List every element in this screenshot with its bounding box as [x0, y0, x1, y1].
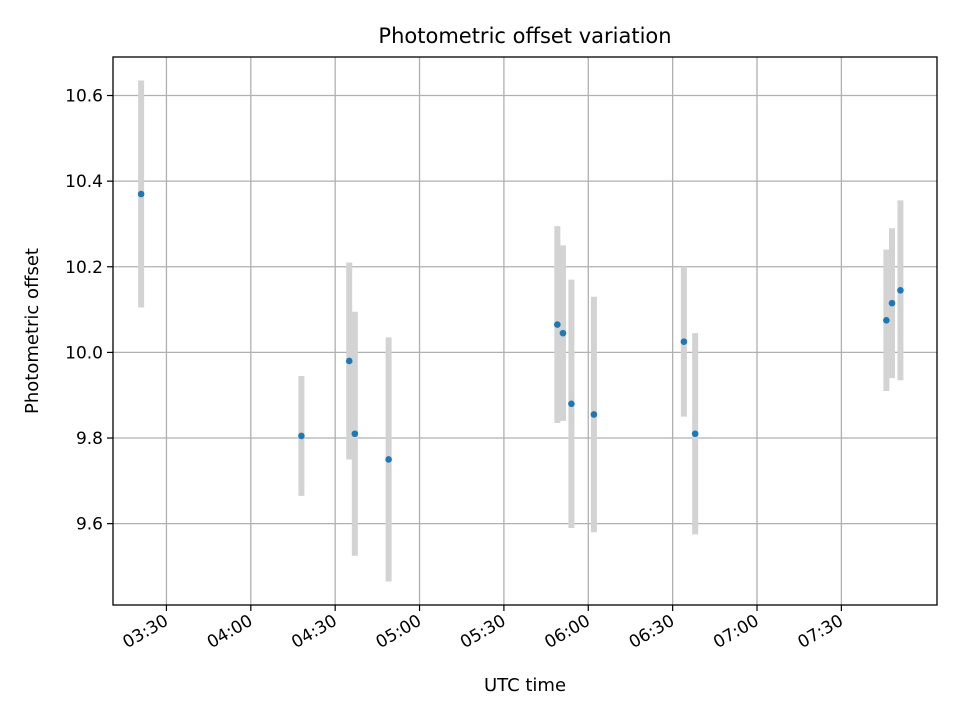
chart-title: Photometric offset variation	[378, 24, 671, 48]
data-point	[883, 316, 890, 324]
data-point	[559, 329, 567, 337]
data-point	[385, 456, 392, 463]
data-point	[345, 357, 353, 365]
plot-frame	[112, 56, 938, 606]
data-point	[554, 321, 561, 328]
y-tick-label: 10.2	[65, 258, 103, 278]
y-tick-label: 10.0	[65, 343, 103, 363]
data-point	[691, 430, 699, 438]
data-points	[137, 190, 904, 463]
data-point	[137, 190, 145, 198]
y-tick-label: 10.4	[65, 172, 103, 192]
y-tick-label: 9.8	[76, 429, 103, 449]
data-point	[888, 299, 896, 307]
x-axis-label: UTC time	[484, 675, 566, 696]
data-point	[590, 411, 598, 418]
data-point	[568, 400, 575, 408]
y-axis-label: Photometric offset	[22, 248, 43, 414]
data-point	[351, 430, 359, 438]
data-point	[680, 338, 688, 346]
y-axis-ticks: 9.6 9.8 10.0 10.2 10.4 10.6	[65, 87, 113, 535]
data-point	[298, 432, 305, 440]
y-tick-label: 10.6	[65, 87, 103, 107]
grid	[113, 57, 937, 605]
data-point	[897, 287, 904, 294]
y-tick-label: 9.6	[76, 515, 103, 535]
